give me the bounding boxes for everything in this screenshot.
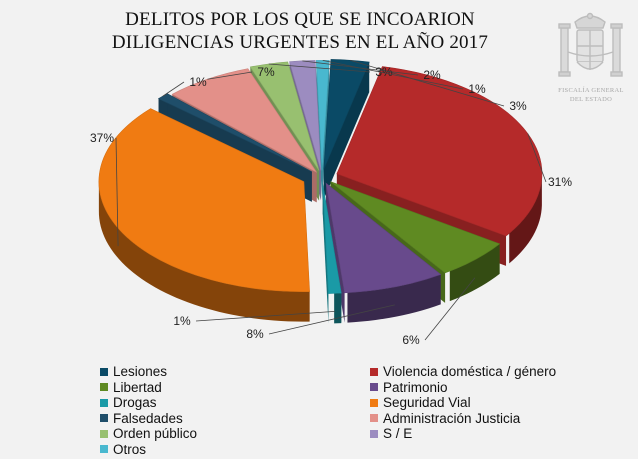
leader-line [207,71,253,80]
pie-slice-top [325,182,442,294]
legend-swatch [370,383,378,392]
leader-line [268,304,395,335]
leader-line [350,59,505,107]
coat-of-arms-icon [558,12,623,77]
leader-line [195,310,335,322]
pie-slice [98,108,310,322]
pie-slice-side [509,175,542,264]
legend-item: Libertad [100,380,370,396]
legend-item: Patrimonio [370,380,620,396]
emblem-caption-line-2: DEL ESTADO [569,96,613,103]
pie-slice-top [157,93,312,172]
legend-item: Falsedades [100,411,370,427]
legend-item: Violencia doméstica / género [370,364,620,380]
emblem-caption-line-1: FISCALÍA GENERAL [558,87,624,94]
data-label: 31% [548,175,572,189]
data-label: 8% [246,327,264,341]
pie-slice-top [316,60,330,171]
legend-item: Orden público [100,426,370,442]
legend-swatch [370,398,378,407]
pie-slice-top [249,61,320,171]
legend-label: Lesiones [113,364,168,380]
data-label: 1% [468,82,486,96]
legend-swatch [100,398,108,407]
legend-swatch [100,414,108,423]
legend-item: Lesiones [100,364,370,380]
pie-slice-top [330,181,501,274]
chart-title: DELITOS POR LOS QUE SE INCOARION DILIGEN… [40,8,560,54]
leader-line [424,277,476,341]
pie-slice-top [322,183,342,294]
legend-swatch [100,429,108,438]
pie-slice-side [449,243,500,302]
legend-label: Drogas [113,395,157,411]
chart-title-line-1: DELITOS POR LOS QUE SE INCOARION [125,9,475,30]
pie-chart: 3% 31% 6% 8% 1% 37% 1% 7% 3% 2% 1% [90,59,572,347]
emblem-caption: FISCALÍA GENERAL DEL ESTADO [552,86,630,104]
pie-slice-top [289,60,322,171]
legend-label: Orden público [113,426,198,442]
pie-slice-wall [323,62,370,200]
leader-line [115,137,119,247]
pie-slice-side [334,293,342,324]
pie-slice-top [336,66,543,237]
legend-label: S / E [383,426,413,442]
data-label: 6% [402,333,420,347]
data-label: 37% [90,131,114,145]
legend-swatch [370,367,378,376]
pie-slice [323,59,370,200]
legend-label: Seguridad Vial [383,395,471,411]
data-label: 3% [375,65,393,79]
legend-item: Otros [100,442,370,458]
chart-legend: Lesiones Violencia doméstica / género Libe… [100,364,620,457]
legend-swatch [100,445,108,454]
legend-label: Violencia doméstica / género [383,364,557,380]
data-label: 7% [257,65,275,79]
legend-swatch [100,367,108,376]
legend-item: Seguridad Vial [370,395,620,411]
data-label: 3% [509,99,527,113]
leader-line [322,60,464,90]
legend-label: Administración Justicia [383,410,521,426]
legend-item: Drogas [100,395,370,411]
data-label: 2% [423,68,441,82]
pie-slice-wall [322,183,329,324]
data-label: 1% [189,75,207,89]
leader-line [527,133,547,183]
legend-swatch [370,414,378,423]
legend-swatch [100,383,108,392]
pie-slice-side [98,180,310,322]
legend-swatch [370,429,378,438]
data-label: 1% [173,314,191,328]
legend-item: S / E [370,426,620,442]
legend-label: Falsedades [113,410,183,426]
pie-slice [322,183,342,324]
legend-label: Otros [113,441,147,457]
legend-label: Patrimonio [383,379,448,395]
leader-line [162,81,185,97]
chart-title-line-2: DILIGENCIAS URGENTES EN EL AÑO 2017 [111,32,489,53]
legend-item: Administración Justicia [370,411,620,427]
leader-line [268,63,371,73]
legend-label: Libertad [113,379,162,395]
